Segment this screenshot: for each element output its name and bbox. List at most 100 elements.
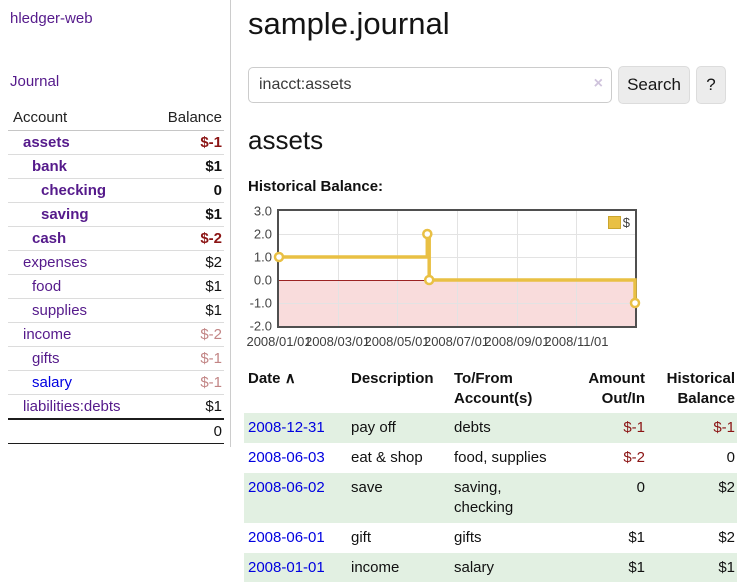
total-row: 0 <box>8 418 224 444</box>
y-axis-tick-label: -2.0 <box>249 318 272 334</box>
account-link-saving[interactable]: saving <box>41 206 89 223</box>
data-point <box>629 297 641 309</box>
total-balance: 0 <box>148 418 224 444</box>
account-row: salary $-1 <box>8 370 224 395</box>
transaction-amount: $1 <box>628 529 645 546</box>
data-point <box>423 274 435 286</box>
column-header-amount: Amount Out/In <box>588 370 645 407</box>
account-link-income[interactable]: income <box>23 326 72 343</box>
account-balance: $-1 <box>148 346 224 371</box>
account-row: bank $1 <box>8 154 224 179</box>
data-point <box>273 251 285 263</box>
clear-search-icon[interactable]: × <box>593 75 603 92</box>
account-link-salary[interactable]: salary <box>32 374 73 391</box>
account-link-assets[interactable]: assets <box>23 134 70 151</box>
transaction-amount: 0 <box>636 479 645 496</box>
account-balance: $1 <box>148 394 224 420</box>
page-title: sample.journal <box>248 6 450 41</box>
brand-link[interactable]: hledger-web <box>10 10 93 27</box>
account-balance: $1 <box>148 202 224 227</box>
column-header-accounts: To/From Account(s) <box>454 370 533 407</box>
transaction-accounts: debts <box>454 419 491 436</box>
account-link-checking[interactable]: checking <box>41 182 107 199</box>
transaction-accounts: gifts <box>454 529 482 546</box>
account-row: liabilities:debts $1 <box>8 394 224 420</box>
account-link-gifts[interactable]: gifts <box>32 350 60 367</box>
account-balance: $-2 <box>148 322 224 347</box>
search-form: × Search ? <box>248 66 726 104</box>
account-column-header: Account <box>8 106 149 131</box>
data-point <box>422 228 433 240</box>
balance-column-header: Balance <box>148 106 224 131</box>
y-axis-tick-label: -1.0 <box>249 295 272 311</box>
y-axis-tick-label: 2.0 <box>253 226 272 242</box>
transaction-balance: $2 <box>718 479 735 496</box>
y-axis-tick-label: 1.0 <box>253 249 272 265</box>
gridline <box>516 211 518 326</box>
x-axis-tick-label: 2008/05/01 <box>364 334 430 349</box>
transaction-balance: $2 <box>718 529 735 546</box>
transaction-description: pay off <box>351 419 396 436</box>
transaction-row: 2008-01-01 income salary $1 $1 <box>244 553 737 582</box>
column-header-date[interactable]: Date ∧ <box>248 370 296 387</box>
chart-plot-area: $ <box>273 209 641 328</box>
gridline <box>337 211 339 326</box>
column-header-description: Description <box>351 370 434 387</box>
transaction-date-link[interactable]: 2008-12-31 <box>248 419 325 436</box>
x-axis-tick-label: 2008/01/01 <box>246 334 312 349</box>
sort-ascending-icon: ∧ <box>284 370 296 387</box>
transaction-accounts: saving, checking <box>454 479 514 516</box>
account-heading: assets <box>248 125 324 155</box>
transaction-accounts: food, supplies <box>454 449 547 466</box>
gridline <box>279 257 635 258</box>
account-row: checking 0 <box>8 178 224 203</box>
transaction-row: 2008-06-01 gift gifts $1 $2 <box>244 523 737 553</box>
account-link-bank[interactable]: bank <box>32 158 68 175</box>
transaction-date-link[interactable]: 2008-01-01 <box>248 559 325 576</box>
transaction-description: gift <box>351 529 372 546</box>
account-balance: $1 <box>148 154 224 179</box>
account-balance-table: Account Balance assets $-1 bank $1 checking 0… <box>8 106 224 444</box>
y-axis-tick-label: 3.0 <box>253 203 272 219</box>
sidebar-item-journal[interactable]: Journal <box>10 73 60 90</box>
y-axis-tick-label: 0.0 <box>253 272 272 288</box>
sidebar: hledger-web Journal Account Balance asse… <box>0 0 231 447</box>
account-balance: $-1 <box>148 130 224 155</box>
transaction-date-link[interactable]: 2008-06-02 <box>248 479 325 496</box>
chart-title: Historical Balance: <box>248 178 384 195</box>
account-row: assets $-1 <box>8 130 224 155</box>
gridline <box>397 211 399 326</box>
account-link-cash[interactable]: cash <box>32 230 67 247</box>
search-input-wrap: × <box>248 67 612 103</box>
x-axis-tick-label: 2008/07/01 <box>423 334 490 349</box>
main-content: sample.journal × Search ? assets Histori… <box>232 0 742 582</box>
account-link-supplies[interactable]: supplies <box>32 302 88 319</box>
account-link-liabilities-debts[interactable]: liabilities:debts <box>23 398 121 415</box>
transaction-balance: $1 <box>718 559 735 576</box>
gridline <box>279 303 635 304</box>
transaction-date-link[interactable]: 2008-06-01 <box>248 529 325 546</box>
account-balance: 0 <box>148 178 224 203</box>
search-button[interactable]: Search <box>618 66 690 104</box>
gridline <box>279 234 635 235</box>
transaction-row: 2008-06-02 save saving, checking 0 $2 <box>244 473 737 523</box>
transaction-row: 2008-12-31 pay off debts $-1 $-1 <box>244 413 737 443</box>
account-balance: $-1 <box>148 370 224 395</box>
help-button[interactable]: ? <box>696 66 726 104</box>
transaction-balance: $-1 <box>713 419 735 436</box>
gridline <box>456 211 458 326</box>
transaction-amount: $-2 <box>623 449 645 466</box>
account-row: gifts $-1 <box>8 346 224 371</box>
column-header-balance: Historical Balance <box>666 370 735 407</box>
transaction-amount: $-1 <box>623 419 645 436</box>
account-link-food[interactable]: food <box>32 278 62 295</box>
search-input[interactable] <box>248 67 612 103</box>
account-row: expenses $2 <box>8 250 224 275</box>
account-row: income $-2 <box>8 322 224 347</box>
chart-legend: $ <box>607 215 630 230</box>
transaction-description: income <box>351 559 400 576</box>
gridline <box>576 211 578 326</box>
account-link-expenses[interactable]: expenses <box>23 254 88 271</box>
transaction-date-link[interactable]: 2008-06-03 <box>248 449 325 466</box>
